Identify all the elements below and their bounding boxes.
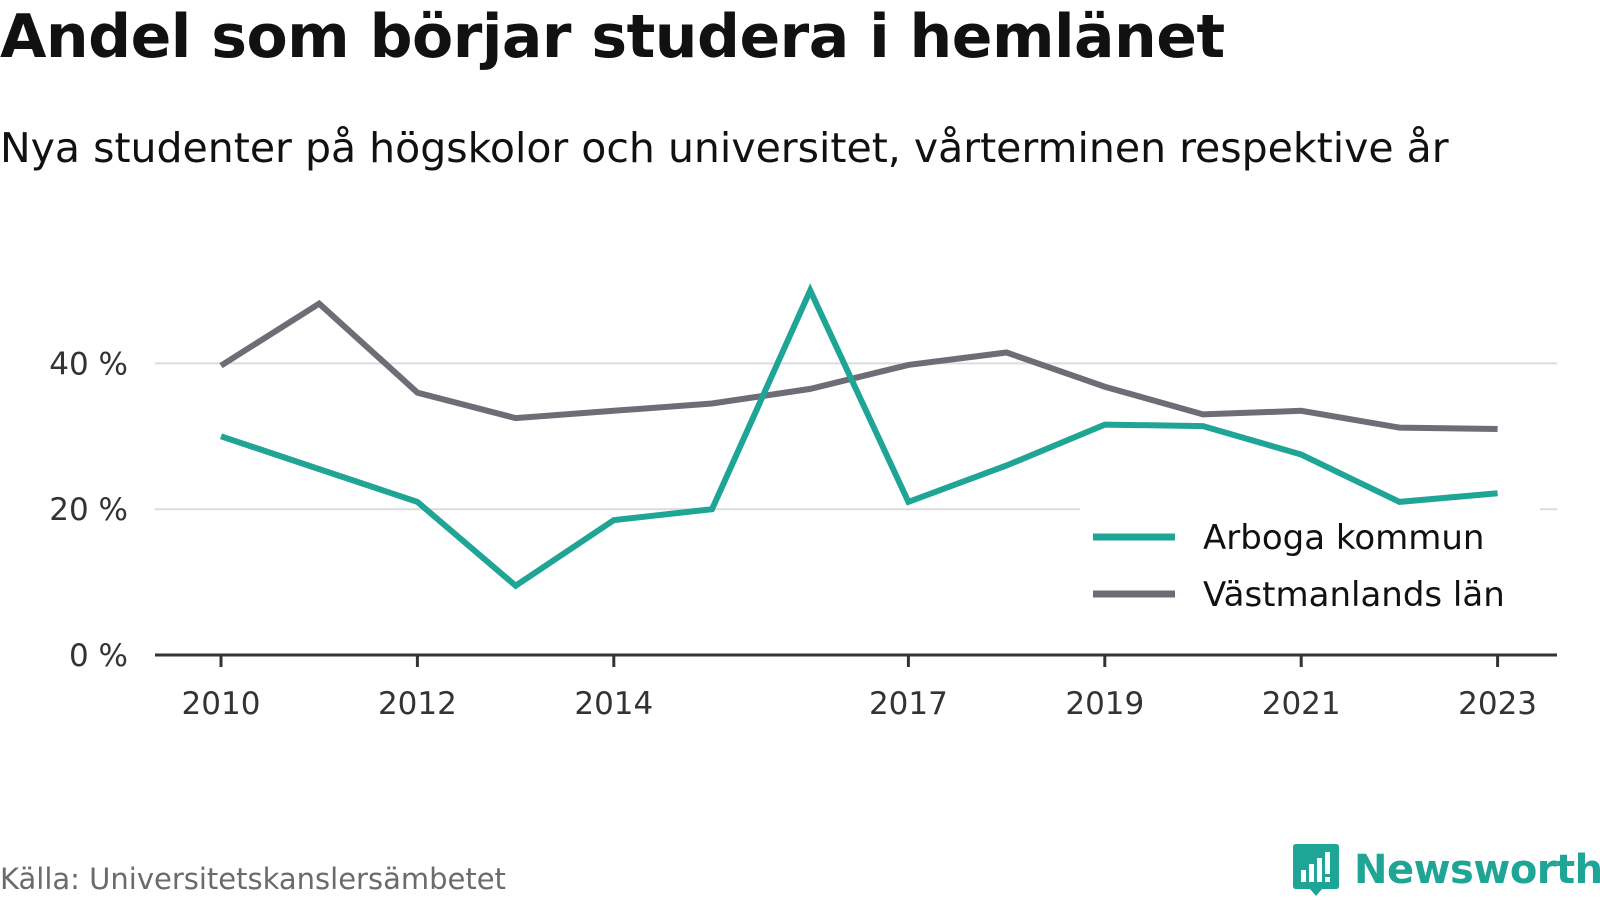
y-axis-tick-labels: 0 % 20 % 40 %: [49, 346, 128, 674]
brand-logo: Newsworthy: [1292, 842, 1600, 898]
series-lines: [219, 283, 1498, 590]
y-tick-label: 0 %: [69, 638, 128, 674]
x-axis-ticks: 2010 2012 2014 2017 2019 2021 2023: [182, 655, 1537, 722]
x-tick-label: 2017: [869, 686, 948, 722]
y-tick-label: 20 %: [49, 492, 128, 528]
x-tick-label: 2023: [1458, 686, 1537, 722]
chart-title: Andel som börjar studera i hemlänet: [0, 2, 1225, 72]
legend-label: Västmanlands län: [1203, 575, 1505, 615]
x-tick-label: 2021: [1262, 686, 1341, 722]
legend-label: Arboga kommun: [1203, 518, 1484, 558]
brand-name: Newsworthy: [1354, 847, 1600, 893]
series-line-västmanlands-län: [219, 299, 1498, 432]
chart-subtitle: Nya studenter på högskolor och universit…: [0, 124, 1449, 172]
x-tick-label: 2014: [574, 686, 653, 722]
legend-background: [1080, 508, 1540, 632]
x-tick-label: 2012: [378, 686, 457, 722]
series-line-arboga-kommun: [220, 283, 1498, 590]
source-text: Källa: Universitetskanslersämbetet: [0, 862, 506, 896]
y-tick-label: 40 %: [49, 346, 128, 382]
x-tick-label: 2010: [182, 686, 261, 722]
newsworthy-logo-icon: [1293, 844, 1339, 896]
legend: Arboga kommun Västmanlands län: [1080, 508, 1540, 632]
x-tick-label: 2019: [1065, 686, 1144, 722]
